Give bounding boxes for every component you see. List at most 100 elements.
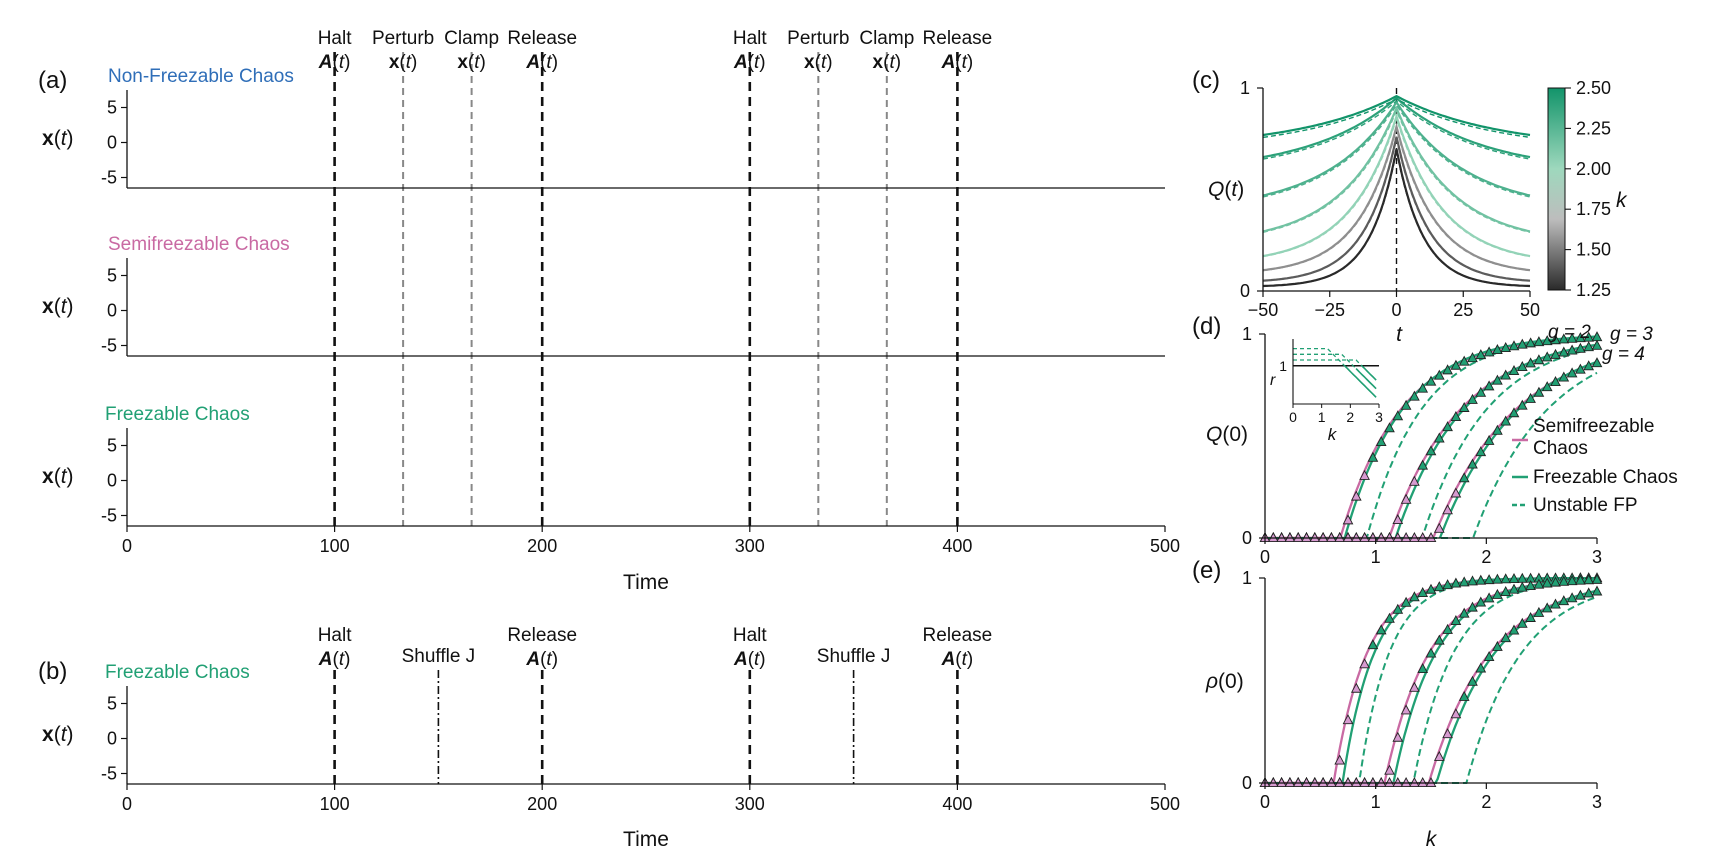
trace-line xyxy=(127,275,1165,339)
xtick-label: 200 xyxy=(527,794,557,814)
colorbar-label: k xyxy=(1616,189,1628,212)
colorbar-tick-label: 2.00 xyxy=(1576,159,1611,179)
xtick-label: 400 xyxy=(942,536,972,556)
trace-line xyxy=(127,694,1165,767)
ytick-label: -5 xyxy=(101,336,117,356)
xtick-label: 0 xyxy=(1260,792,1270,812)
data-triangle xyxy=(1458,607,1470,618)
inset-xlabel: k xyxy=(1328,425,1338,444)
data-triangle xyxy=(1442,364,1453,375)
data-triangle xyxy=(1334,777,1346,788)
xtick-label: 0 xyxy=(122,794,132,814)
event-label: Shuffle J xyxy=(402,646,476,667)
row-nonfreezable-ylabel: x(t) xyxy=(42,127,74,150)
data-triangle xyxy=(1591,573,1603,584)
row-freezable-yticks: 5 0 -5 xyxy=(101,436,127,526)
data-triangle xyxy=(1301,532,1312,543)
data-triangle xyxy=(1384,777,1395,788)
inset-curves xyxy=(1293,347,1379,398)
event-label: Clamp xyxy=(859,28,914,49)
data-triangle xyxy=(1591,357,1603,368)
trace-line xyxy=(127,100,1165,187)
ytick-label: 5 xyxy=(107,694,117,714)
data-triangle xyxy=(1550,576,1561,587)
ytick-label: 5 xyxy=(107,98,117,118)
panel-b-ylabel: x(t) xyxy=(42,723,74,746)
inset-ytick-label: 1 xyxy=(1279,358,1287,374)
trace-line xyxy=(127,268,1165,332)
data-triangle xyxy=(1500,585,1512,596)
data-triangle xyxy=(1433,369,1445,380)
ytick-label: 5 xyxy=(107,266,117,286)
panel-b-xlabel: Time xyxy=(623,828,669,851)
unstable-fp-curve xyxy=(1265,595,1598,784)
colorbar-tick-label: 1.25 xyxy=(1576,280,1611,300)
g-label-3: g = 3 xyxy=(1610,324,1653,345)
data-triangle xyxy=(1475,349,1487,360)
legend-label-semi-2: Chaos xyxy=(1533,438,1588,459)
data-triangle xyxy=(1575,589,1586,600)
data-triangle xyxy=(1350,682,1362,693)
q-curve-theory xyxy=(1262,138,1531,282)
ytick-label: 1 xyxy=(1240,78,1250,98)
data-triangle xyxy=(1525,337,1536,348)
event-label: Release xyxy=(923,28,993,49)
xtick-label: 300 xyxy=(735,536,765,556)
data-triangle xyxy=(1425,445,1437,456)
g-label-4: g = 4 xyxy=(1602,344,1645,365)
trace-line xyxy=(127,284,1165,355)
trace-line xyxy=(127,456,1165,523)
inset-xtick-label: 1 xyxy=(1318,409,1326,425)
data-triangle xyxy=(1458,690,1470,701)
data-triangle xyxy=(1342,777,1354,788)
xtick-label: 0 xyxy=(1391,300,1401,320)
data-triangle xyxy=(1326,532,1337,543)
xtick-label: 200 xyxy=(527,536,557,556)
data-triangle xyxy=(1450,615,1462,626)
trace-line xyxy=(127,700,1165,768)
colorbar-tick-label: 1.75 xyxy=(1576,199,1611,219)
panel-d-ylabel: Q(0) xyxy=(1206,423,1248,446)
data-triangle xyxy=(1575,332,1586,343)
data-triangle xyxy=(1475,446,1487,457)
data-triangle xyxy=(1392,731,1404,742)
data-triangle xyxy=(1359,658,1370,669)
data-triangle xyxy=(1442,623,1453,634)
row-freezable-traces xyxy=(127,430,1165,524)
data-triangle xyxy=(1400,596,1412,607)
panel-a-event-labels: Halt A(t) Perturb x(t) Clamp x(t) Release A(t) H… xyxy=(318,28,993,73)
event-sublabel: A(t) xyxy=(318,649,351,670)
trace-line xyxy=(127,709,1165,765)
data-triangle xyxy=(1508,365,1520,376)
event-label: Release xyxy=(507,625,577,646)
ytick-label: 1 xyxy=(1242,324,1252,344)
xtick-label: 400 xyxy=(942,794,972,814)
q-curve xyxy=(1262,94,1531,137)
data-triangle xyxy=(1392,603,1404,614)
data-triangle xyxy=(1342,514,1354,525)
panel-e-label: (e) xyxy=(1192,557,1221,584)
event-sublabel: A(t) xyxy=(525,649,558,670)
xtick-label: 100 xyxy=(320,794,350,814)
data-triangle xyxy=(1442,421,1453,432)
data-triangle xyxy=(1409,390,1420,401)
xtick-label: 25 xyxy=(1453,300,1473,320)
data-triangle xyxy=(1450,708,1462,719)
data-triangle xyxy=(1492,588,1503,599)
q-curve xyxy=(1262,105,1531,233)
panel-e-xlabel: k xyxy=(1426,828,1438,851)
data-triangle xyxy=(1384,764,1395,775)
data-triangle xyxy=(1342,714,1354,725)
data-triangle xyxy=(1409,532,1420,543)
panel-d: (d) 0 1 2 3 0 1 Q(0) g = 2 g = 3 g = 4 Semifr… xyxy=(1192,313,1678,567)
data-triangle xyxy=(1566,344,1578,355)
data-triangle xyxy=(1375,624,1387,635)
event-label: Release xyxy=(507,28,577,49)
event-sublabel: A(t) xyxy=(941,52,974,73)
data-triangle xyxy=(1317,777,1329,788)
data-triangle xyxy=(1425,583,1437,594)
event-label: Clamp xyxy=(444,28,499,49)
data-triangle xyxy=(1334,532,1346,543)
data-triangle xyxy=(1508,407,1520,418)
data-triangle xyxy=(1558,575,1570,586)
